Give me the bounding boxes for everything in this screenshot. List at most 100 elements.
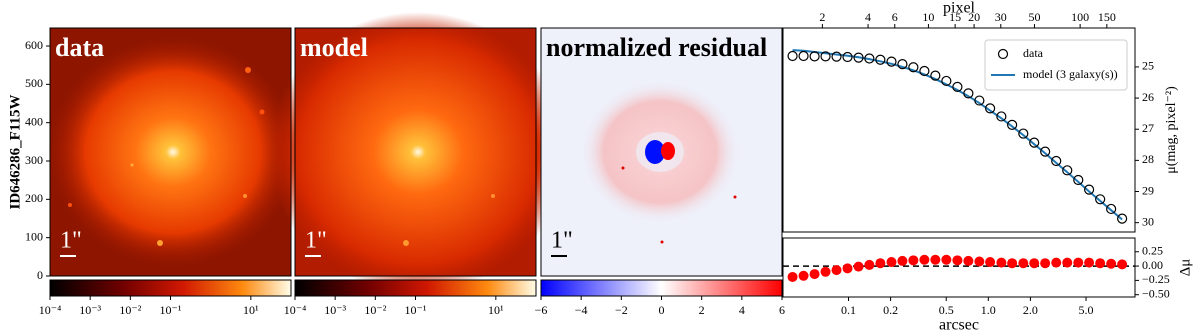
profile-frame: [782, 27, 1136, 233]
scale-bar-label: 1": [305, 228, 327, 254]
data-point: [1051, 155, 1062, 167]
colorbar: [540, 279, 783, 297]
panel-title: normalized residual: [546, 33, 767, 62]
image-frame: [540, 27, 783, 277]
y-tick-label: 26: [1142, 90, 1154, 104]
data-point: [798, 50, 809, 62]
y-tick-label: 200: [25, 191, 43, 205]
residual-frame: [782, 237, 1136, 298]
data-point: [1106, 203, 1117, 215]
y-tick-label: 30: [1142, 214, 1154, 228]
residual-point: [842, 263, 853, 274]
data-point: [941, 75, 952, 87]
residual-point: [1007, 258, 1018, 269]
x-axis-label: arcsec: [939, 317, 979, 334]
residual-point: [853, 261, 864, 272]
model-image: [268, 12, 568, 292]
residual-y-tick-label: −0.25: [1142, 272, 1170, 286]
data-point: [930, 70, 941, 81]
colorbar-tick-label: 10⁻³: [79, 303, 101, 317]
image-frame: [49, 27, 292, 277]
residual-point: [985, 257, 996, 268]
colorbar: [49, 279, 292, 297]
data-image: [48, 28, 298, 276]
residual-point: [809, 269, 820, 280]
data-point: [1062, 165, 1073, 176]
colorbar-tick-label: 10⁻¹: [160, 303, 182, 317]
residual-point: [831, 265, 842, 276]
colorbar-tick-label: 4: [739, 303, 745, 317]
x-tick-label: 2.0: [1023, 303, 1038, 317]
x-tick-label: 5.0: [1079, 303, 1094, 317]
y-tick-label: 400: [25, 114, 43, 128]
x-tick-label: 0.5: [939, 303, 954, 317]
y-axis-label: ID646286_F115W: [7, 94, 23, 209]
residual-point: [1029, 258, 1040, 269]
residual-point: [1084, 257, 1095, 268]
data-point: [897, 59, 908, 70]
residual-point: [941, 254, 952, 265]
residual-point: [919, 254, 930, 265]
colorbar-tick-label: 10¹: [488, 303, 504, 317]
y-tick-label: 300: [25, 153, 43, 167]
panel-title: model: [300, 33, 368, 62]
legend-label: data: [1023, 46, 1044, 60]
data-point: [886, 56, 897, 67]
scale-bar-label: 1": [551, 228, 573, 254]
legend-label: model (3 galaxy(s)): [1023, 67, 1118, 81]
legend-box: [984, 39, 1128, 91]
x2-tick-label: 50: [1028, 10, 1040, 24]
residual-y-tick-label: −0.50: [1142, 286, 1170, 300]
data-point: [1095, 194, 1106, 205]
colorbar-tick-label: 10⁻¹: [405, 303, 427, 317]
data-point: [1007, 119, 1018, 130]
residual-point: [864, 259, 875, 270]
residual-point: [1040, 258, 1051, 269]
residual-point: [875, 258, 886, 269]
data-point: [974, 95, 985, 106]
residual-y-tick-label: 0.00: [1142, 258, 1163, 272]
data-point: [842, 51, 853, 63]
residual-point: [952, 255, 963, 266]
colorbar-tick-label: 10⁻³: [324, 303, 346, 317]
colorbar: [294, 279, 537, 297]
colorbar-tick-label: −2: [615, 303, 628, 317]
residual-y-axis-label: Δμ: [1177, 259, 1193, 277]
residual-point: [897, 255, 908, 266]
x2-tick-label: 6: [892, 10, 898, 24]
y-tick-label: 500: [25, 76, 43, 90]
scale-bar-label: 1": [60, 228, 82, 254]
residual-point: [996, 257, 1007, 268]
panel-title: data: [55, 33, 104, 62]
x2-tick-label: 100: [1071, 10, 1089, 24]
y-axis-label: μ(mag, pixel⁻²): [1164, 86, 1179, 174]
data-point: [963, 88, 974, 99]
x2-tick-label: 2: [819, 10, 825, 24]
colorbar-tick-label: −6: [535, 303, 548, 317]
x2-tick-label: 4: [865, 10, 871, 24]
x-tick-label: 1.0: [981, 303, 996, 317]
residual-point: [820, 266, 831, 277]
data-point: [1084, 184, 1095, 195]
data-point: [996, 111, 1007, 122]
data-point: [853, 52, 864, 63]
residual-point: [1095, 258, 1106, 269]
residual-y-tick-label: 0.25: [1142, 243, 1163, 257]
residual-point: [930, 254, 941, 265]
y-tick-label: 25: [1142, 59, 1154, 73]
x2-tick-label: 15: [949, 10, 961, 24]
residual-point: [798, 270, 809, 281]
colorbar-tick-label: 2: [699, 303, 705, 317]
data-point: [809, 51, 820, 62]
colorbar-tick-label: 0: [659, 303, 665, 317]
data-point: [875, 54, 886, 65]
x2-tick-label: 10: [922, 10, 934, 24]
residual-point: [1106, 258, 1117, 269]
x2-tick-label: 20: [968, 10, 980, 24]
data-point: [1040, 146, 1051, 157]
y-tick-label: 28: [1142, 152, 1154, 166]
y-tick-label: 600: [25, 38, 43, 52]
data-point: [1029, 137, 1040, 148]
y-tick-label: 29: [1142, 183, 1154, 197]
